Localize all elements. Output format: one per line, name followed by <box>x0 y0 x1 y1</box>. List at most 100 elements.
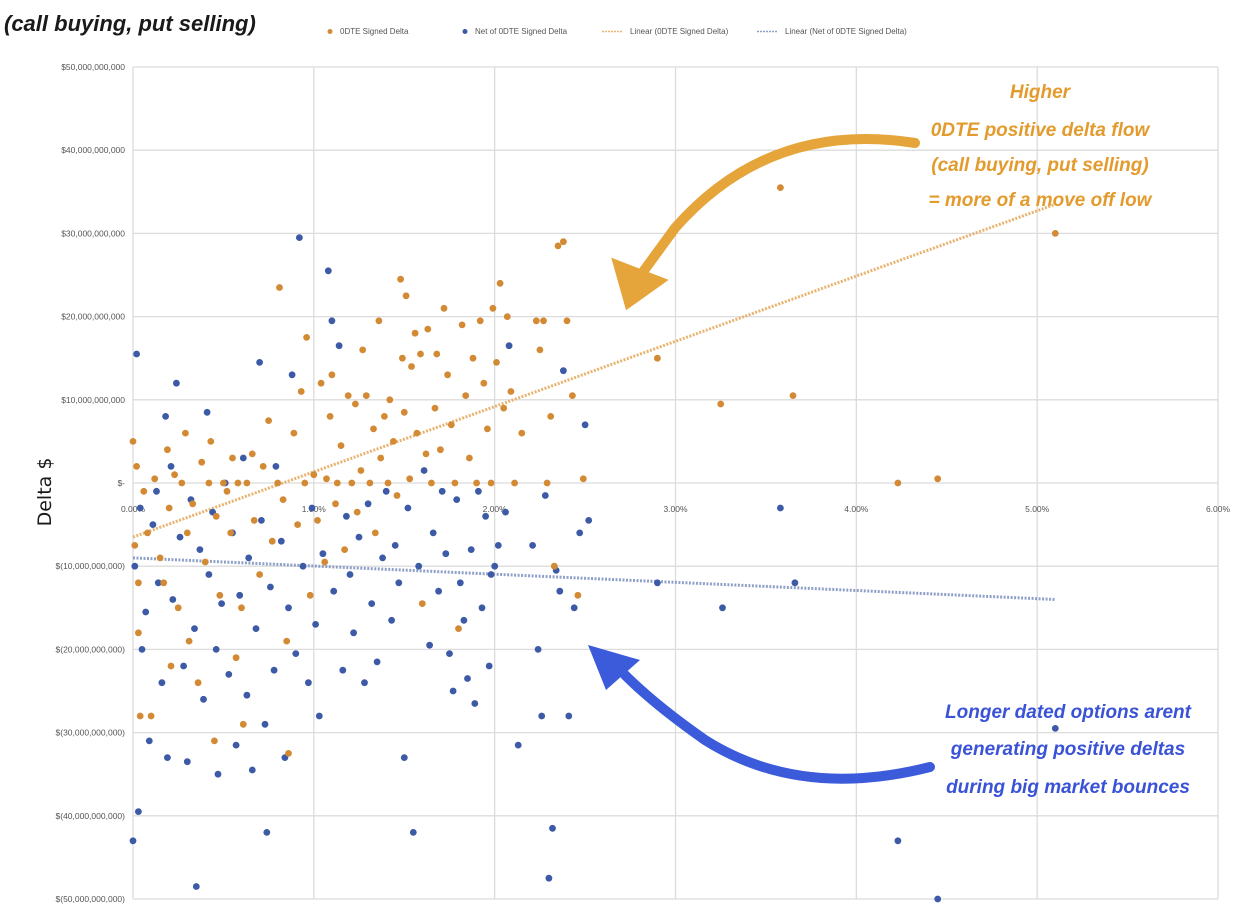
net-point <box>475 487 482 495</box>
odte-point <box>256 571 263 578</box>
net-point <box>335 342 343 350</box>
odte-point <box>386 396 394 404</box>
odte-point <box>268 537 276 545</box>
odte-point <box>144 529 151 537</box>
odte-point <box>469 354 477 362</box>
odte-point <box>433 350 441 358</box>
net-point <box>502 508 509 516</box>
odte-point <box>536 346 544 354</box>
y-tick-label: $(10,000,000,000) <box>56 561 126 571</box>
odte-point <box>777 184 784 192</box>
odte-point <box>250 517 258 524</box>
odte-point <box>569 392 576 399</box>
net-point <box>505 342 513 350</box>
odte-point <box>547 413 555 420</box>
odte-point <box>384 479 392 487</box>
trendlines <box>132 202 1056 601</box>
legend-label: 0DTE Signed Delta <box>340 27 409 36</box>
x-axis: 0.00%1.00%2.00%3.00%4.00%5.00%6.00% <box>121 504 1231 514</box>
odte-point <box>484 425 491 433</box>
net-point <box>545 874 553 882</box>
trendline <box>132 556 1056 601</box>
odte-point <box>540 317 547 325</box>
odte-point <box>232 654 240 662</box>
net-point <box>135 808 142 815</box>
net-point <box>191 625 198 632</box>
odte-point <box>279 496 287 503</box>
net-point <box>654 579 661 587</box>
net-point <box>315 712 323 720</box>
net-point <box>258 517 265 524</box>
odte-point <box>171 471 179 479</box>
odte-point <box>314 517 321 524</box>
odte-point <box>480 379 488 387</box>
odte-point <box>894 479 902 487</box>
odte-point <box>451 479 459 487</box>
blue-annotation-line-1: Longer dated options arent <box>945 702 1192 723</box>
odte-point <box>135 579 142 587</box>
net-point <box>467 546 475 553</box>
net-point <box>129 837 137 845</box>
net-point <box>183 758 191 766</box>
odte-point <box>274 479 282 487</box>
net-point <box>391 542 399 549</box>
net-point <box>136 504 144 512</box>
odte-point <box>160 579 168 587</box>
odte-point <box>543 479 551 487</box>
net-point <box>142 608 150 616</box>
y-tick-label: $30,000,000,000 <box>61 228 125 238</box>
net-point <box>565 712 573 720</box>
odte-point <box>164 446 171 454</box>
odte-point <box>362 392 370 399</box>
net-point <box>296 234 303 242</box>
net-point <box>368 600 376 607</box>
odte-point <box>243 479 251 487</box>
net-point <box>570 604 578 612</box>
net-point <box>267 583 274 591</box>
odte-point <box>211 737 218 745</box>
net-point <box>514 741 522 749</box>
odte-point <box>182 429 189 437</box>
odte-point <box>205 479 213 487</box>
odte-point <box>227 529 235 537</box>
net-point <box>777 504 784 512</box>
blue-annotation-line-2: generating positive deltas <box>950 739 1185 760</box>
net-point <box>133 350 141 358</box>
odte-point <box>136 712 144 720</box>
odte-point <box>194 679 202 687</box>
odte-point <box>413 429 421 437</box>
odte-point <box>428 479 435 487</box>
legend-marker <box>462 29 468 34</box>
net-point <box>471 700 479 707</box>
series-odte-points <box>129 184 1059 757</box>
net-point <box>277 537 285 545</box>
odte-point <box>198 458 206 466</box>
odte-point <box>174 604 182 612</box>
odte-point <box>390 438 397 445</box>
odte-point <box>297 388 305 395</box>
odte-point <box>458 321 466 329</box>
odte-point <box>248 450 256 458</box>
odte-point <box>151 475 159 483</box>
odte-point <box>276 284 283 291</box>
odte-point <box>402 292 410 300</box>
net-point <box>494 542 502 549</box>
odte-point <box>323 475 330 483</box>
orange-annotation-line-2: 0DTE positive delta flow <box>931 120 1151 141</box>
odte-point <box>189 500 197 508</box>
y-tick-label: $- <box>117 478 125 488</box>
net-point <box>585 517 593 524</box>
net-point <box>218 600 226 607</box>
odte-point <box>183 529 191 537</box>
odte-point <box>437 446 444 454</box>
net-point <box>409 829 417 836</box>
net-point <box>538 712 546 720</box>
odte-point <box>317 379 325 387</box>
odte-point <box>366 479 374 487</box>
odte-point <box>167 662 175 670</box>
net-point <box>225 671 233 678</box>
net-point <box>894 837 902 845</box>
odte-point <box>333 479 341 487</box>
grid <box>132 66 1219 900</box>
